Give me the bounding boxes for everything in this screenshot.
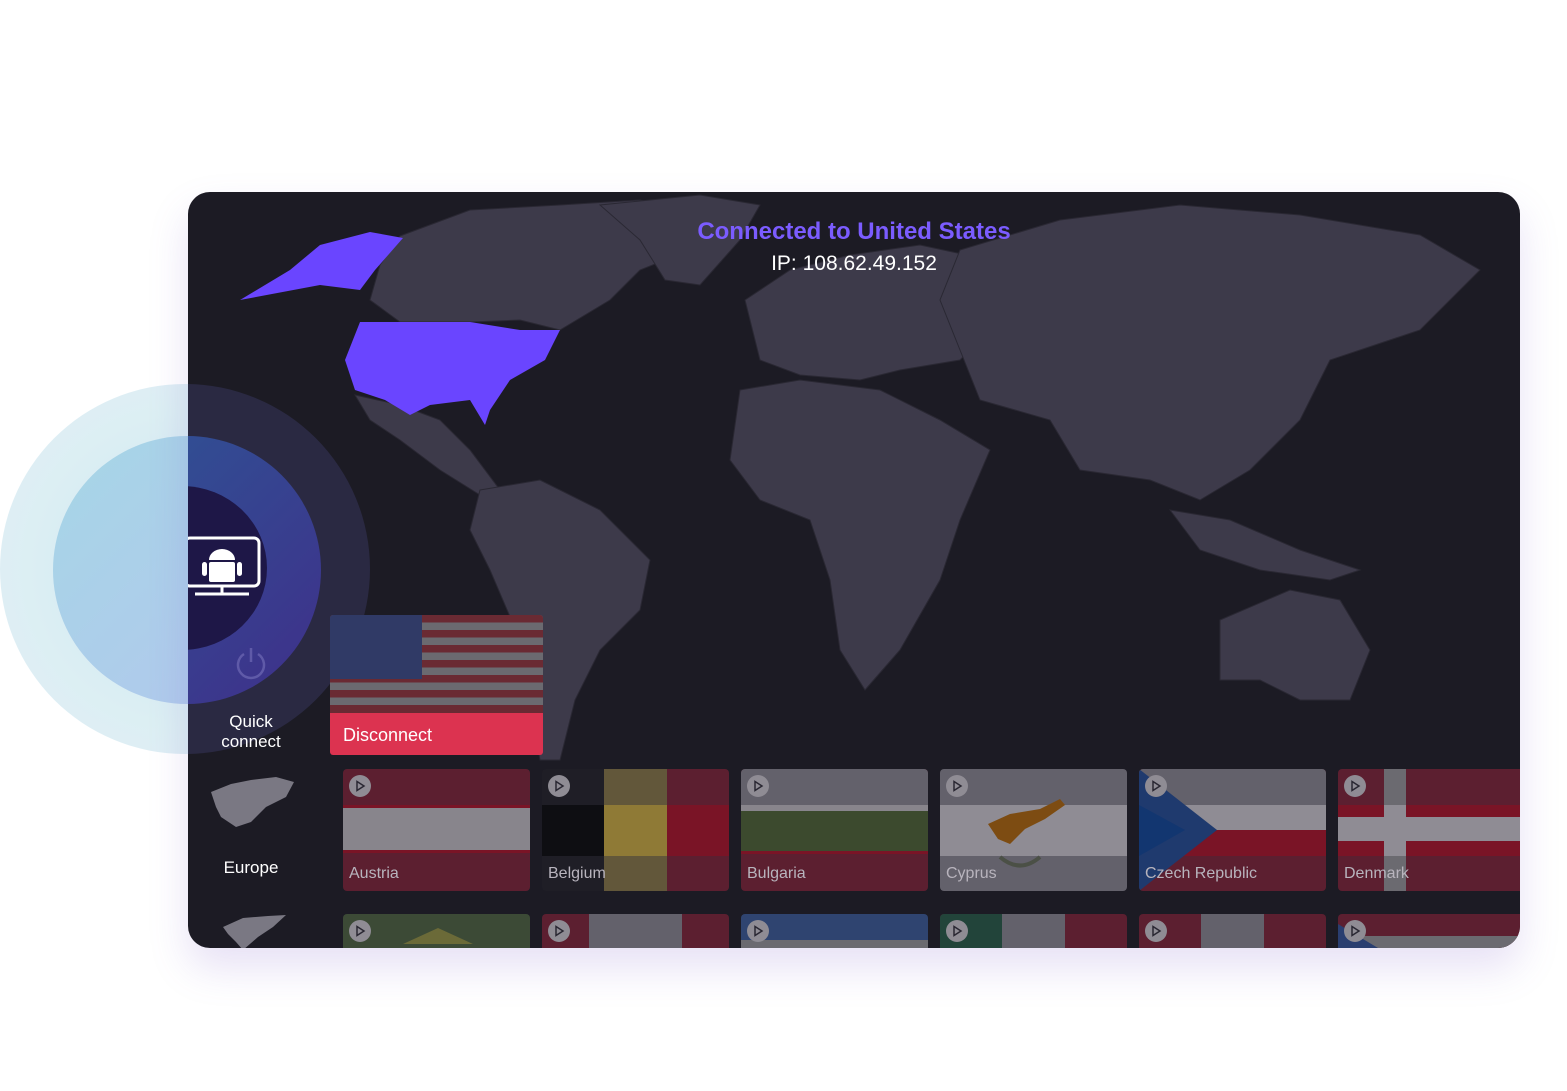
- flag-image: [741, 769, 928, 891]
- country-tile[interactable]: [741, 914, 928, 948]
- flag-image: [1139, 769, 1326, 891]
- flag-image: [741, 914, 928, 948]
- play-icon[interactable]: [946, 920, 968, 942]
- map-greenland: [598, 194, 761, 286]
- play-icon[interactable]: [747, 920, 769, 942]
- north-america-map-icon: [223, 915, 286, 948]
- country-tile[interactable]: [542, 914, 729, 948]
- flag-image: [542, 769, 729, 891]
- play-icon[interactable]: [548, 920, 570, 942]
- connected-country-tile: Disconnect: [330, 615, 543, 755]
- country-tile-czech-republic[interactable]: Czech Republic: [1139, 769, 1326, 891]
- flag-image: [1338, 914, 1520, 948]
- flag-image: [343, 769, 530, 891]
- connection-status-title: Connected to United States: [697, 218, 1011, 245]
- country-tile-cyprus[interactable]: Cyprus: [940, 769, 1127, 891]
- country-tile-belgium[interactable]: Belgium: [542, 769, 729, 891]
- play-icon[interactable]: [548, 775, 570, 797]
- map-indonesia: [1168, 509, 1362, 581]
- play-icon[interactable]: [349, 775, 371, 797]
- country-tile[interactable]: [940, 914, 1127, 948]
- flag-image: [1338, 769, 1520, 891]
- android-tv-icon: [188, 536, 260, 596]
- power-icon[interactable]: [233, 645, 269, 681]
- map-alaska: [240, 232, 403, 300]
- map-south-america: [469, 479, 651, 761]
- map-united-states: [345, 322, 560, 425]
- flag-image: [940, 914, 1127, 948]
- country-tile[interactable]: [1139, 914, 1326, 948]
- play-icon[interactable]: [1344, 920, 1366, 942]
- country-tile-denmark[interactable]: Denmark: [1338, 769, 1520, 891]
- disconnect-button[interactable]: Disconnect: [330, 713, 543, 755]
- flag-image: [940, 769, 1127, 891]
- play-icon[interactable]: [349, 920, 371, 942]
- country-name: Cyprus: [946, 865, 997, 882]
- country-tile[interactable]: [1338, 914, 1520, 948]
- country-name: Bulgaria: [747, 865, 806, 882]
- play-icon[interactable]: [747, 775, 769, 797]
- quick-connect-label[interactable]: Quick connect: [221, 712, 281, 751]
- play-icon[interactable]: [1344, 775, 1366, 797]
- flag-image: [1139, 914, 1326, 948]
- country-name: Czech Republic: [1145, 865, 1258, 882]
- country-name: Denmark: [1344, 865, 1409, 882]
- europe-map-icon: [211, 777, 294, 827]
- map-africa: [729, 379, 991, 691]
- map-australia: [1219, 589, 1371, 701]
- country-tile[interactable]: [343, 914, 530, 948]
- us-flag: [330, 615, 543, 713]
- flag-image: [343, 914, 530, 948]
- play-icon[interactable]: [946, 775, 968, 797]
- map-asia: [939, 204, 1481, 501]
- play-icon[interactable]: [1145, 920, 1167, 942]
- country-tile-austria[interactable]: Austria: [343, 769, 530, 891]
- flag-image: [542, 914, 729, 948]
- country-name: Belgium: [548, 865, 606, 882]
- region-north-america[interactable]: [218, 912, 288, 948]
- country-tile-bulgaria[interactable]: Bulgaria: [741, 769, 928, 891]
- play-icon[interactable]: [1145, 775, 1167, 797]
- region-europe-label[interactable]: Europe: [223, 858, 279, 877]
- vpn-app-window: Connected to United States IP: 108.62.49…: [188, 192, 1520, 948]
- region-europe[interactable]: [206, 772, 296, 832]
- map-canada: [369, 199, 701, 331]
- world-map: [240, 194, 1481, 761]
- country-name: Austria: [349, 865, 399, 882]
- ip-address: IP: 108.62.49.152: [771, 252, 937, 275]
